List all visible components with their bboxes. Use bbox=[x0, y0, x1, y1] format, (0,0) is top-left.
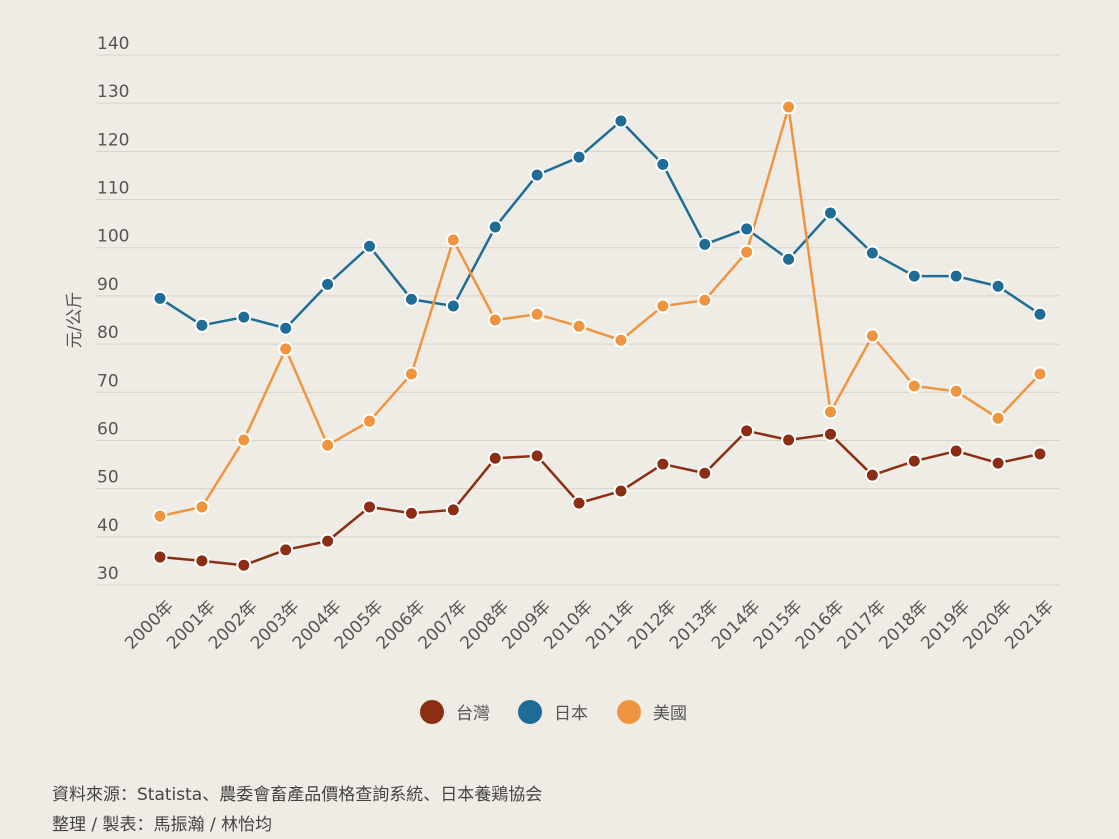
point bbox=[152, 508, 168, 524]
point bbox=[781, 99, 797, 115]
legend-label: 美國 bbox=[653, 704, 687, 724]
point bbox=[571, 495, 587, 511]
point bbox=[236, 432, 252, 448]
point bbox=[278, 320, 294, 336]
point bbox=[990, 278, 1006, 294]
point bbox=[1032, 306, 1048, 322]
point bbox=[655, 298, 671, 314]
point bbox=[864, 245, 880, 261]
point bbox=[278, 341, 294, 357]
point bbox=[445, 502, 461, 518]
point bbox=[822, 205, 838, 221]
legend-label: 日本 bbox=[554, 704, 588, 724]
point bbox=[571, 149, 587, 165]
y-tick-label: 100 bbox=[97, 227, 129, 247]
y-tick-label: 90 bbox=[97, 275, 119, 295]
point bbox=[320, 276, 336, 292]
point bbox=[152, 549, 168, 565]
point bbox=[822, 404, 838, 420]
legend-swatch bbox=[420, 700, 444, 724]
point bbox=[320, 437, 336, 453]
point bbox=[697, 465, 713, 481]
source: 資料來源：Statista、農委會畜產品價格查詢系統、日本養鶏協会 bbox=[52, 785, 542, 805]
credit: 整理 / 製表：馬振瀚 / 林怡均 bbox=[52, 815, 272, 835]
point bbox=[906, 453, 922, 469]
point bbox=[781, 432, 797, 448]
point bbox=[822, 426, 838, 442]
y-tick-label: 140 bbox=[97, 34, 129, 54]
point bbox=[529, 448, 545, 464]
point bbox=[529, 306, 545, 322]
point bbox=[864, 328, 880, 344]
series-line bbox=[159, 106, 1041, 518]
point bbox=[613, 332, 629, 348]
y-tick-label: 70 bbox=[97, 371, 119, 391]
point bbox=[529, 167, 545, 183]
point bbox=[403, 291, 419, 307]
point bbox=[362, 499, 378, 515]
y-tick-label: 130 bbox=[97, 82, 129, 102]
y-tick-label: 120 bbox=[97, 130, 129, 150]
y-tick-label: 60 bbox=[97, 419, 119, 439]
legend-swatch bbox=[518, 700, 542, 724]
point bbox=[487, 219, 503, 235]
point bbox=[781, 251, 797, 267]
y-tick-label: 110 bbox=[97, 179, 129, 199]
point bbox=[320, 533, 336, 549]
point bbox=[362, 238, 378, 254]
point bbox=[739, 423, 755, 439]
point bbox=[613, 113, 629, 129]
y-tick-label: 30 bbox=[97, 564, 119, 584]
point bbox=[655, 456, 671, 472]
point bbox=[948, 383, 964, 399]
y-tick-label: 80 bbox=[97, 323, 119, 343]
point bbox=[194, 317, 210, 333]
point bbox=[445, 298, 461, 314]
point bbox=[906, 268, 922, 284]
y-tick-label: 50 bbox=[97, 468, 119, 488]
point bbox=[906, 378, 922, 394]
point bbox=[571, 318, 587, 334]
point bbox=[990, 410, 1006, 426]
point bbox=[613, 483, 629, 499]
point bbox=[236, 557, 252, 573]
legend-label: 台灣 bbox=[456, 704, 490, 724]
point bbox=[487, 450, 503, 466]
point bbox=[948, 268, 964, 284]
point bbox=[445, 232, 461, 248]
point bbox=[697, 236, 713, 252]
point bbox=[864, 467, 880, 483]
point bbox=[487, 312, 503, 328]
point bbox=[278, 542, 294, 558]
point bbox=[1032, 446, 1048, 462]
point bbox=[948, 443, 964, 459]
series-line bbox=[159, 429, 1041, 567]
legend-swatch bbox=[617, 700, 641, 724]
point bbox=[194, 499, 210, 515]
point bbox=[739, 221, 755, 237]
point bbox=[362, 413, 378, 429]
point bbox=[697, 292, 713, 308]
point bbox=[403, 505, 419, 521]
series-line bbox=[159, 119, 1041, 330]
point bbox=[194, 553, 210, 569]
y-axis-label: 元/公斤 bbox=[65, 292, 85, 349]
point bbox=[152, 290, 168, 306]
point bbox=[990, 455, 1006, 471]
y-tick-label: 40 bbox=[97, 516, 119, 536]
point bbox=[739, 244, 755, 260]
point bbox=[236, 309, 252, 325]
point bbox=[655, 156, 671, 172]
point bbox=[403, 366, 419, 382]
point bbox=[1032, 366, 1048, 382]
